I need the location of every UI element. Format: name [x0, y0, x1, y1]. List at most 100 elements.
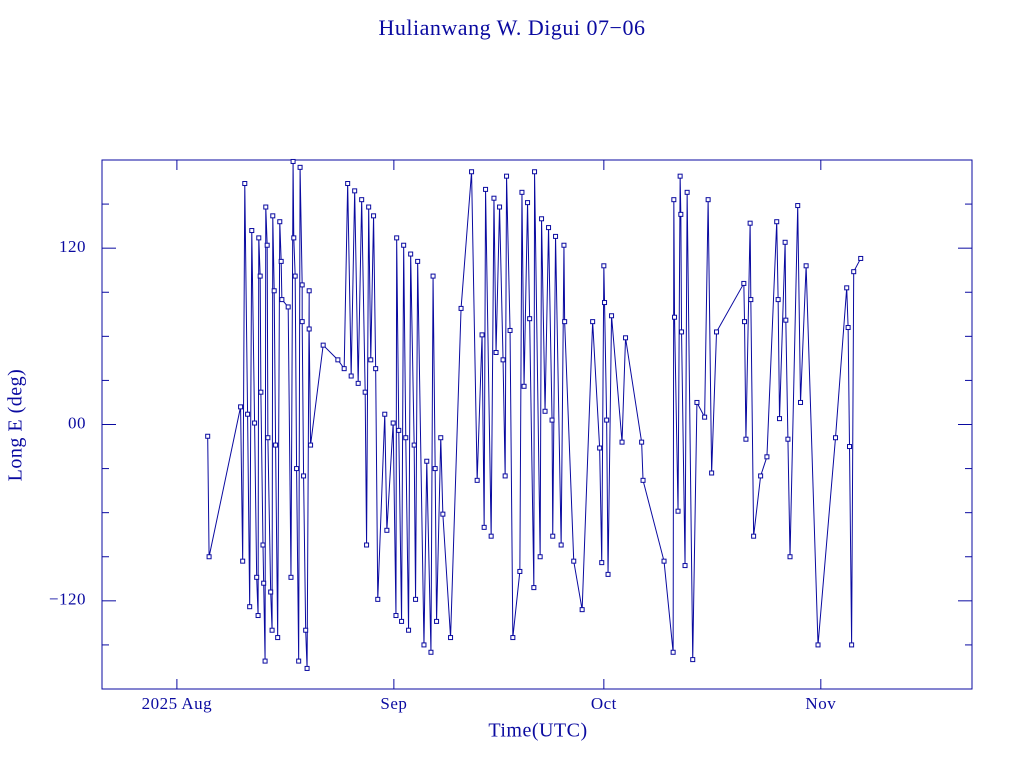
- data-point: [748, 297, 754, 303]
- data-point: [264, 242, 270, 248]
- data-point: [448, 635, 454, 641]
- data-point: [415, 258, 421, 264]
- data-point: [709, 470, 715, 476]
- data-point: [782, 239, 788, 245]
- data-point: [294, 466, 300, 472]
- data-point: [640, 477, 646, 483]
- data-point: [619, 439, 625, 445]
- data-point: [502, 473, 508, 479]
- data-point: [519, 189, 525, 195]
- data-point: [469, 169, 475, 175]
- data-point: [500, 357, 506, 363]
- data-point: [303, 627, 309, 633]
- data-point: [362, 389, 368, 395]
- data-point: [815, 642, 821, 648]
- data-point: [743, 436, 749, 442]
- data-point: [238, 404, 244, 410]
- data-point: [785, 436, 791, 442]
- data-point: [774, 219, 780, 225]
- data-point: [297, 164, 303, 170]
- data-point: [384, 527, 390, 533]
- data-point: [549, 417, 555, 423]
- data-line: [207, 161, 862, 669]
- data-point: [268, 589, 274, 595]
- data-point: [764, 454, 770, 460]
- data-point: [320, 342, 326, 348]
- data-point: [288, 574, 294, 580]
- data-point: [306, 288, 312, 294]
- data-point: [364, 542, 370, 548]
- chart-title: Hulianwang W. Digui 07−06: [379, 15, 646, 40]
- data-point: [254, 574, 260, 580]
- data-point: [597, 445, 603, 451]
- data-point: [265, 435, 271, 441]
- data-point: [257, 273, 263, 279]
- data-point: [558, 542, 564, 548]
- x-axis-label: Time(UTC): [488, 720, 587, 742]
- data-point: [245, 411, 251, 417]
- data-point: [299, 319, 305, 325]
- data-point: [299, 282, 305, 288]
- x-tick-label: 2025 Aug: [142, 694, 213, 713]
- plot-frame: [101, 159, 973, 690]
- data-point: [278, 258, 284, 264]
- data-point: [258, 389, 264, 395]
- data-point: [775, 297, 781, 303]
- data-point: [279, 297, 285, 303]
- data-point: [403, 435, 409, 441]
- data-point: [670, 649, 676, 655]
- data-point: [308, 442, 314, 448]
- data-point: [359, 197, 365, 203]
- data-point: [758, 473, 764, 479]
- data-point: [599, 560, 605, 566]
- data-point: [240, 558, 246, 564]
- data-point: [430, 273, 436, 279]
- data-point: [277, 219, 283, 225]
- data-point: [787, 554, 793, 560]
- data-point: [399, 618, 405, 624]
- data-point: [847, 444, 853, 450]
- data-point: [602, 300, 608, 306]
- data-point: [539, 216, 545, 222]
- data-point: [682, 563, 688, 569]
- data-point: [537, 554, 543, 560]
- data-point: [517, 568, 523, 574]
- data-point: [833, 435, 839, 441]
- data-point: [348, 373, 354, 379]
- data-point: [844, 285, 850, 291]
- data-point: [401, 242, 407, 248]
- data-point: [507, 327, 513, 333]
- data-point: [428, 649, 434, 655]
- data-point: [561, 242, 567, 248]
- data-point: [393, 613, 399, 619]
- data-point: [206, 554, 212, 560]
- data-point: [355, 380, 361, 386]
- data-point: [609, 313, 615, 319]
- data-point: [858, 255, 864, 261]
- data-point: [390, 420, 396, 426]
- data-point: [481, 524, 487, 530]
- data-point: [394, 235, 400, 241]
- data-point: [579, 607, 585, 613]
- data-point: [661, 558, 667, 564]
- data-point: [263, 204, 269, 210]
- data-point: [411, 442, 417, 448]
- data-point: [373, 366, 379, 372]
- data-point: [601, 263, 607, 269]
- data-point: [270, 213, 276, 219]
- y-tick-label: 00: [68, 413, 86, 432]
- data-point: [671, 197, 677, 203]
- data-point: [684, 189, 690, 195]
- data-point: [434, 618, 440, 624]
- data-point: [366, 204, 372, 210]
- data-point: [491, 195, 497, 201]
- data-point: [256, 235, 262, 241]
- data-point: [798, 399, 804, 405]
- data-point: [531, 585, 537, 591]
- data-point: [677, 173, 683, 179]
- y-tick-label: −120: [49, 590, 86, 609]
- data-point: [304, 665, 310, 671]
- data-point: [275, 635, 281, 641]
- data-point: [497, 204, 503, 210]
